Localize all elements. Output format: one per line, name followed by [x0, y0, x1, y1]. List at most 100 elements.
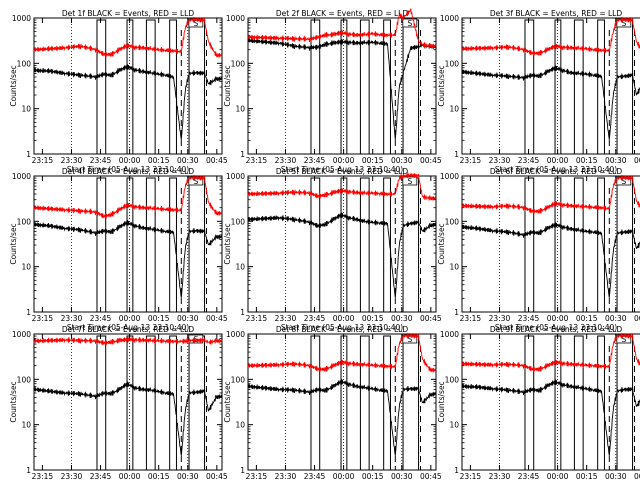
y-tick-label: 1 — [26, 466, 31, 475]
x-tick-label: 00:45 — [420, 472, 442, 480]
interval-box — [402, 19, 420, 155]
x-tick-label: 00:00 — [333, 156, 355, 165]
y-tick-label: 1000 — [440, 172, 459, 181]
x-tick-label: 00:30 — [605, 472, 627, 480]
series-line-lld — [33, 174, 223, 220]
y-tick-label: 1000 — [226, 14, 245, 23]
x-tick-label: 00:45 — [206, 156, 228, 165]
y-tick-label: 100 — [231, 217, 246, 226]
detector-panel-4: Det 4f BLACK = Events, RED = LLD 1 10 100 10… — [9, 167, 228, 332]
y-tick-label: 100 — [17, 217, 32, 226]
x-tick-label: 00:00 — [119, 472, 141, 480]
detector-panel-1: Det 1f BLACK = Events, RED = LLD 1 10 100 10… — [9, 9, 228, 174]
interval-box — [573, 177, 584, 313]
y-tick-label: 10 — [449, 263, 459, 272]
interval-label: S — [193, 19, 198, 28]
y-axis-label: Counts/sec — [437, 65, 446, 106]
series-line-lld — [33, 16, 223, 58]
x-tick-label: 00:30 — [177, 472, 199, 480]
x-axis-label: Start Time (05-Aug-13 23:10:40) — [67, 323, 189, 332]
x-tick-label: 23:15 — [32, 472, 54, 480]
x-tick-label: 23:45 — [90, 314, 112, 323]
panel-title: Det 3f BLACK = Events, RED = LLD — [490, 9, 623, 18]
plot-frame — [33, 17, 223, 155]
series-line-lld — [461, 174, 640, 214]
y-tick-label: 1 — [240, 308, 245, 317]
interval-box — [310, 335, 321, 471]
interval-box — [169, 19, 177, 155]
series-line-events — [33, 381, 223, 456]
detector-panel-7: Det 7f BLACK = Events, RED = LLD 1 10 100 10… — [9, 325, 228, 480]
y-tick-label: 1 — [240, 150, 245, 159]
interval-label: S — [621, 19, 626, 28]
y-tick-label: 10 — [235, 421, 245, 430]
y-tick-label: 10 — [235, 263, 245, 272]
x-tick-label: 23:45 — [518, 156, 540, 165]
interval-label: S — [407, 335, 412, 344]
y-tick-label: 100 — [445, 375, 460, 384]
x-tick-label: 00:45 — [420, 156, 442, 165]
interval-box — [597, 177, 605, 313]
x-tick-label: 00:00 — [547, 314, 569, 323]
x-axis-label: Start Time (05-Aug-13 23:10:40) — [495, 323, 617, 332]
panel-title: Det 4f BLACK = Events, RED = LLD — [62, 167, 195, 176]
x-tick-label: 00:30 — [391, 472, 413, 480]
detector-panel-8: Det 8f BLACK = Events, RED = LLD 1 10 100 10… — [223, 325, 442, 480]
y-tick-label: 100 — [17, 375, 32, 384]
interval-box — [145, 19, 156, 155]
interval-label-box — [616, 176, 632, 186]
panel-title: Det 6f BLACK = Events, RED = LLD — [490, 167, 623, 176]
interval-box — [573, 19, 584, 155]
x-tick-label: 00:15 — [362, 314, 384, 323]
interval-box — [554, 177, 562, 313]
x-tick-label: 00:30 — [391, 314, 413, 323]
x-tick-label: 23:15 — [460, 314, 482, 323]
x-tick-label: 00:30 — [605, 314, 627, 323]
x-tick-label: 00:15 — [148, 156, 170, 165]
y-tick-label: 100 — [445, 217, 460, 226]
x-tick-label: 00:15 — [148, 472, 170, 480]
detector-panel-3: Det 3f BLACK = Events, RED = LLD 1 10 100 10… — [437, 9, 640, 174]
interval-box — [383, 177, 391, 313]
y-axis-label: Counts/sec — [9, 381, 18, 422]
interval-label-box — [402, 18, 418, 28]
x-tick-label: 00:00 — [333, 314, 355, 323]
interval-box — [524, 335, 535, 471]
interval-label: S — [621, 177, 626, 186]
series-line-events — [461, 379, 640, 456]
y-tick-label: 1000 — [12, 14, 31, 23]
x-tick-label: 00:30 — [177, 156, 199, 165]
x-axis-label: Start Time (05-Aug-13 23:10:40) — [281, 165, 403, 174]
interval-label-box — [402, 176, 418, 186]
y-tick-label: 100 — [231, 375, 246, 384]
series-line-lld — [461, 332, 640, 372]
interval-box — [188, 19, 206, 155]
interval-label: S — [193, 177, 198, 186]
interval-box — [96, 335, 107, 471]
y-tick-label: 1 — [26, 308, 31, 317]
x-tick-label: 00:30 — [177, 314, 199, 323]
x-tick-label: 00:15 — [362, 156, 384, 165]
y-tick-label: 1 — [454, 308, 459, 317]
plot-frame — [461, 333, 640, 471]
y-tick-label: 10 — [21, 263, 31, 272]
x-tick-label: 00:45 — [634, 156, 640, 165]
interval-box — [554, 335, 562, 471]
panel-title: Det 1f BLACK = Events, RED = LLD — [62, 9, 195, 18]
series-line-lld — [461, 16, 640, 56]
y-tick-label: 10 — [21, 421, 31, 430]
x-tick-label: 00:15 — [362, 472, 384, 480]
plot-frame — [33, 333, 223, 471]
interval-box — [616, 335, 634, 471]
detector-panel-9: Det 9f BLACK = Events, RED = LLD 1 10 100 10… — [437, 325, 640, 480]
y-tick-label: 100 — [445, 59, 460, 68]
x-tick-label: 23:45 — [304, 314, 326, 323]
interval-label-box — [616, 334, 632, 344]
x-tick-label: 23:15 — [246, 472, 268, 480]
interval-box — [554, 19, 562, 155]
interval-box — [145, 335, 156, 471]
y-tick-label: 1000 — [226, 330, 245, 339]
interval-label-box — [402, 334, 418, 344]
series-line-events — [461, 222, 640, 298]
series-line-lld — [247, 172, 437, 201]
